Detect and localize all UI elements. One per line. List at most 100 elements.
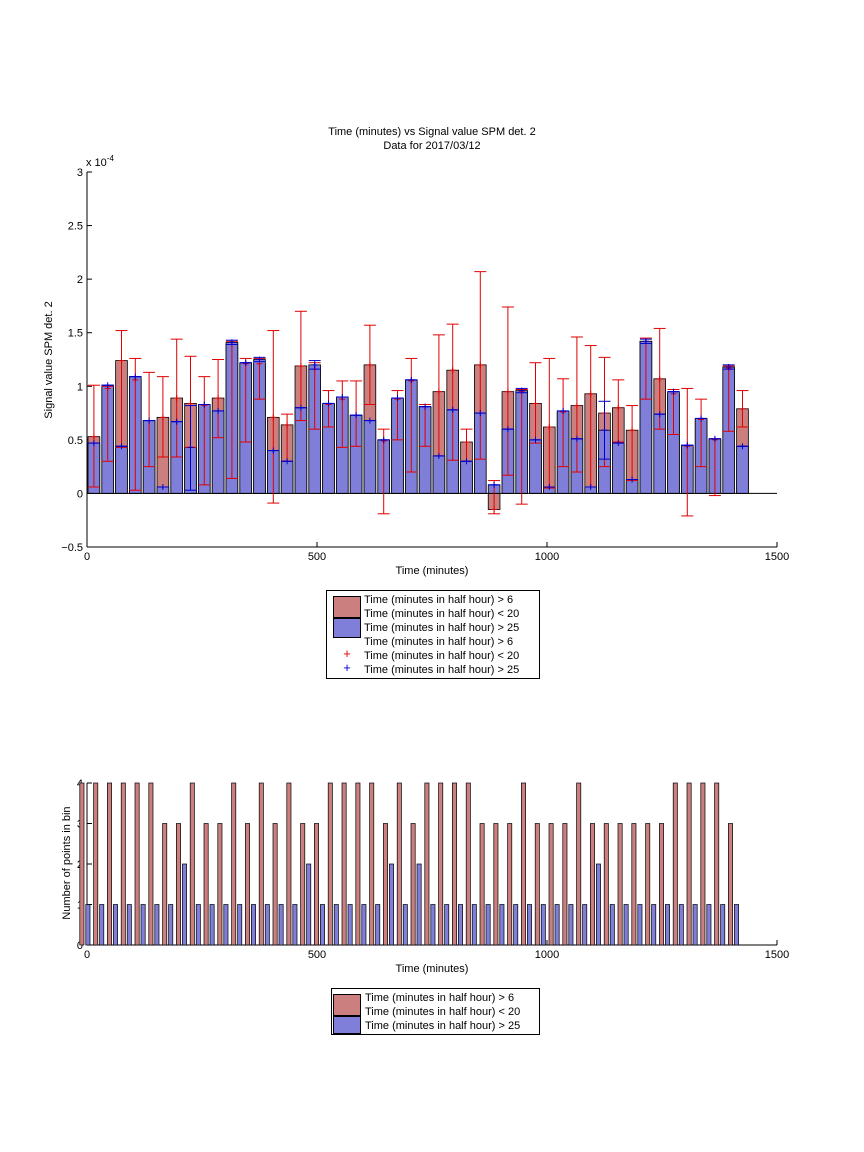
bottom-legend: Time (minutes in half hour) > 6 Time (mi… <box>331 988 540 1035</box>
x-tick-label: 0 <box>84 551 90 563</box>
count-bar-blue <box>568 904 574 946</box>
count-bar-blue <box>623 904 629 946</box>
count-bar-red <box>686 782 692 946</box>
count-bar-blue <box>430 904 436 946</box>
count-bar-blue <box>471 904 477 946</box>
x-tick-label: 0 <box>84 949 90 961</box>
count-bar-blue <box>720 904 726 946</box>
count-bar-red <box>258 782 264 946</box>
y-tick-label: 2 <box>77 274 83 286</box>
blue-plus-icon: + <box>343 660 351 675</box>
count-bar-blue <box>140 904 146 946</box>
top-y-axis-label: Signal value SPM det. 2 <box>43 301 55 418</box>
count-bar-blue <box>223 904 229 946</box>
count-bar-blue <box>596 863 601 946</box>
count-bar-red <box>493 823 499 946</box>
count-bar-red <box>479 823 485 946</box>
count-bar-blue <box>113 904 118 946</box>
legend-item: Time (minutes in half hour) > 25 <box>327 618 539 638</box>
count-bar-red <box>465 782 471 946</box>
count-bar-red <box>203 823 209 946</box>
count-bar-blue <box>320 904 325 946</box>
bottom-x-axis-label: Time (minutes) <box>396 963 469 975</box>
count-bar-red <box>534 823 540 946</box>
count-bar-blue <box>209 904 215 946</box>
count-bar-blue <box>609 904 615 946</box>
count-bar-blue <box>264 904 270 946</box>
bottom-plot-area: 05001000150001234 <box>77 778 789 961</box>
count-bar-red <box>148 782 154 946</box>
legend-item: + Time (minutes in half hour) > 25 <box>327 660 539 677</box>
count-bar-blue <box>540 904 546 946</box>
count-bar-red <box>93 782 99 946</box>
count-bar-blue <box>85 904 91 946</box>
count-bar-red <box>659 823 664 946</box>
count-bar-red <box>521 782 526 946</box>
chart-title: Time (minutes) vs Signal value SPM det. … <box>328 126 535 138</box>
count-bar-blue <box>195 904 201 946</box>
blue-patch-icon <box>333 618 361 638</box>
count-bar-blue <box>554 904 560 946</box>
bar-blue <box>363 420 377 494</box>
count-bar-red <box>424 782 430 946</box>
count-bar-red <box>507 823 513 946</box>
count-bar-red <box>410 823 416 946</box>
count-bar-red <box>576 782 582 946</box>
count-bar-red <box>162 823 168 946</box>
count-bar-red <box>645 823 651 946</box>
count-bar-red <box>438 782 444 946</box>
y-tick-label: 0 <box>77 488 83 500</box>
count-bar-red <box>603 823 609 946</box>
count-bar-blue <box>706 904 712 946</box>
count-bar-blue <box>692 904 698 946</box>
y-tick-label: 0 <box>77 940 83 952</box>
count-bar-blue <box>306 863 312 946</box>
x-tick-label: 500 <box>308 551 326 563</box>
bottom-y-axis-label: Number of points in bin <box>61 806 73 919</box>
count-bar-red <box>383 823 388 946</box>
bar-blue <box>432 455 446 494</box>
count-bar-blue <box>513 904 519 946</box>
count-bar-blue <box>389 863 394 946</box>
count-bar-blue <box>582 904 588 946</box>
count-bar-red <box>176 823 181 946</box>
count-bar-red <box>245 823 250 946</box>
x-tick-label: 1500 <box>765 949 789 961</box>
count-bar-blue <box>458 904 463 946</box>
count-bar-red <box>286 782 292 946</box>
x-tick-label: 1000 <box>535 551 559 563</box>
count-bar-blue <box>333 904 339 946</box>
count-bar-blue <box>292 904 298 946</box>
count-bar-blue <box>665 904 670 946</box>
red-patch-icon <box>333 994 361 1016</box>
top-legend: Time (minutes in half hour) > 6 Time (mi… <box>326 590 540 679</box>
y-tick-label: 0.5 <box>68 435 83 447</box>
count-bar-blue <box>637 904 643 946</box>
blue-patch-icon <box>333 1016 361 1034</box>
count-bar-blue <box>678 904 684 946</box>
count-bar-red <box>341 782 347 946</box>
count-bar-blue <box>251 904 256 946</box>
count-bar-blue <box>485 904 491 946</box>
count-bar-blue <box>126 904 132 946</box>
count-bar-blue <box>444 904 450 946</box>
y-tick-label: 1.5 <box>68 328 83 340</box>
bar-blue <box>115 445 128 494</box>
bar-blue <box>736 445 749 494</box>
bar-blue <box>612 442 625 494</box>
count-bar-red <box>327 782 333 946</box>
count-bar-red <box>314 823 319 946</box>
count-bar-red <box>217 823 223 946</box>
y-exponent-label: x 10-4 <box>86 154 114 169</box>
legend-item: Time (minutes in half hour) > 25 <box>332 1016 539 1034</box>
bar-blue <box>280 460 294 494</box>
count-bar-blue <box>527 904 532 946</box>
count-bar-red <box>617 823 623 946</box>
red-plus-icon: + <box>343 646 351 661</box>
count-bar-blue <box>651 904 657 946</box>
y-tick-label: 3 <box>77 167 83 179</box>
count-bar-red <box>452 782 457 946</box>
legend-item: + Time (minutes in half hour) < 20 <box>327 646 539 663</box>
count-bar-red <box>728 823 733 946</box>
